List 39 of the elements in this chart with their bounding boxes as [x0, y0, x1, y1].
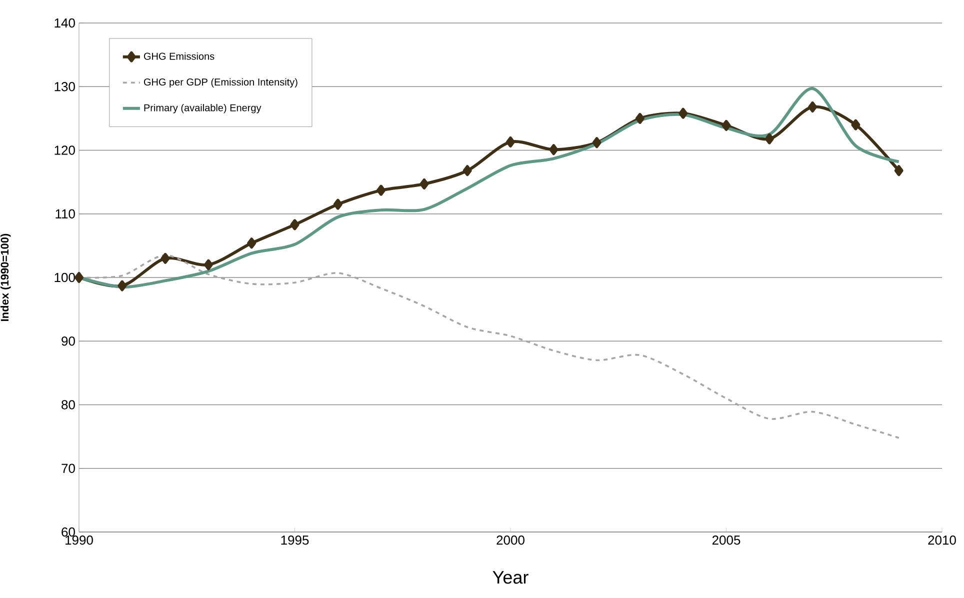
point	[247, 238, 256, 249]
point	[894, 165, 904, 176]
y-tick-label: 60	[62, 527, 75, 537]
point	[851, 119, 860, 130]
point	[74, 272, 84, 284]
point	[808, 101, 818, 112]
point	[290, 219, 300, 230]
x-axis-title: Year	[492, 571, 528, 584]
x-tick-label: 2005	[712, 536, 740, 545]
y-tick-label: 70	[62, 464, 75, 473]
point	[160, 252, 170, 264]
y-axis-title: Index (1990=100)	[0, 234, 11, 321]
point	[462, 165, 472, 176]
y-tick-label: 130	[54, 82, 75, 92]
point	[764, 133, 774, 144]
y-tick-label: 140	[54, 18, 75, 28]
point	[506, 136, 516, 148]
x-tick-label: 2000	[496, 536, 524, 545]
legend-label: GHG per GDP (Emission Intensity)	[144, 78, 298, 88]
x-tick-label: 2010	[928, 536, 956, 545]
point	[549, 144, 558, 156]
y-tick-label: 120	[54, 146, 75, 155]
y-tick-label: 110	[56, 209, 75, 218]
point	[592, 137, 602, 148]
point	[722, 120, 731, 131]
y-tick-label: 80	[62, 400, 75, 410]
point	[420, 178, 429, 190]
point	[118, 280, 127, 292]
y-tick-label: 100	[54, 272, 75, 282]
legend-label: Primary (available) Energy	[144, 104, 262, 114]
legend-label: GHG Emissions	[144, 52, 214, 60]
point	[635, 112, 644, 124]
x-tick-label: 1995	[281, 536, 309, 545]
x-tick-label: 1990	[66, 536, 93, 545]
point	[204, 259, 213, 270]
y-tick-label: 90	[62, 336, 75, 346]
point	[376, 184, 386, 196]
point	[678, 108, 688, 119]
point	[333, 198, 342, 210]
